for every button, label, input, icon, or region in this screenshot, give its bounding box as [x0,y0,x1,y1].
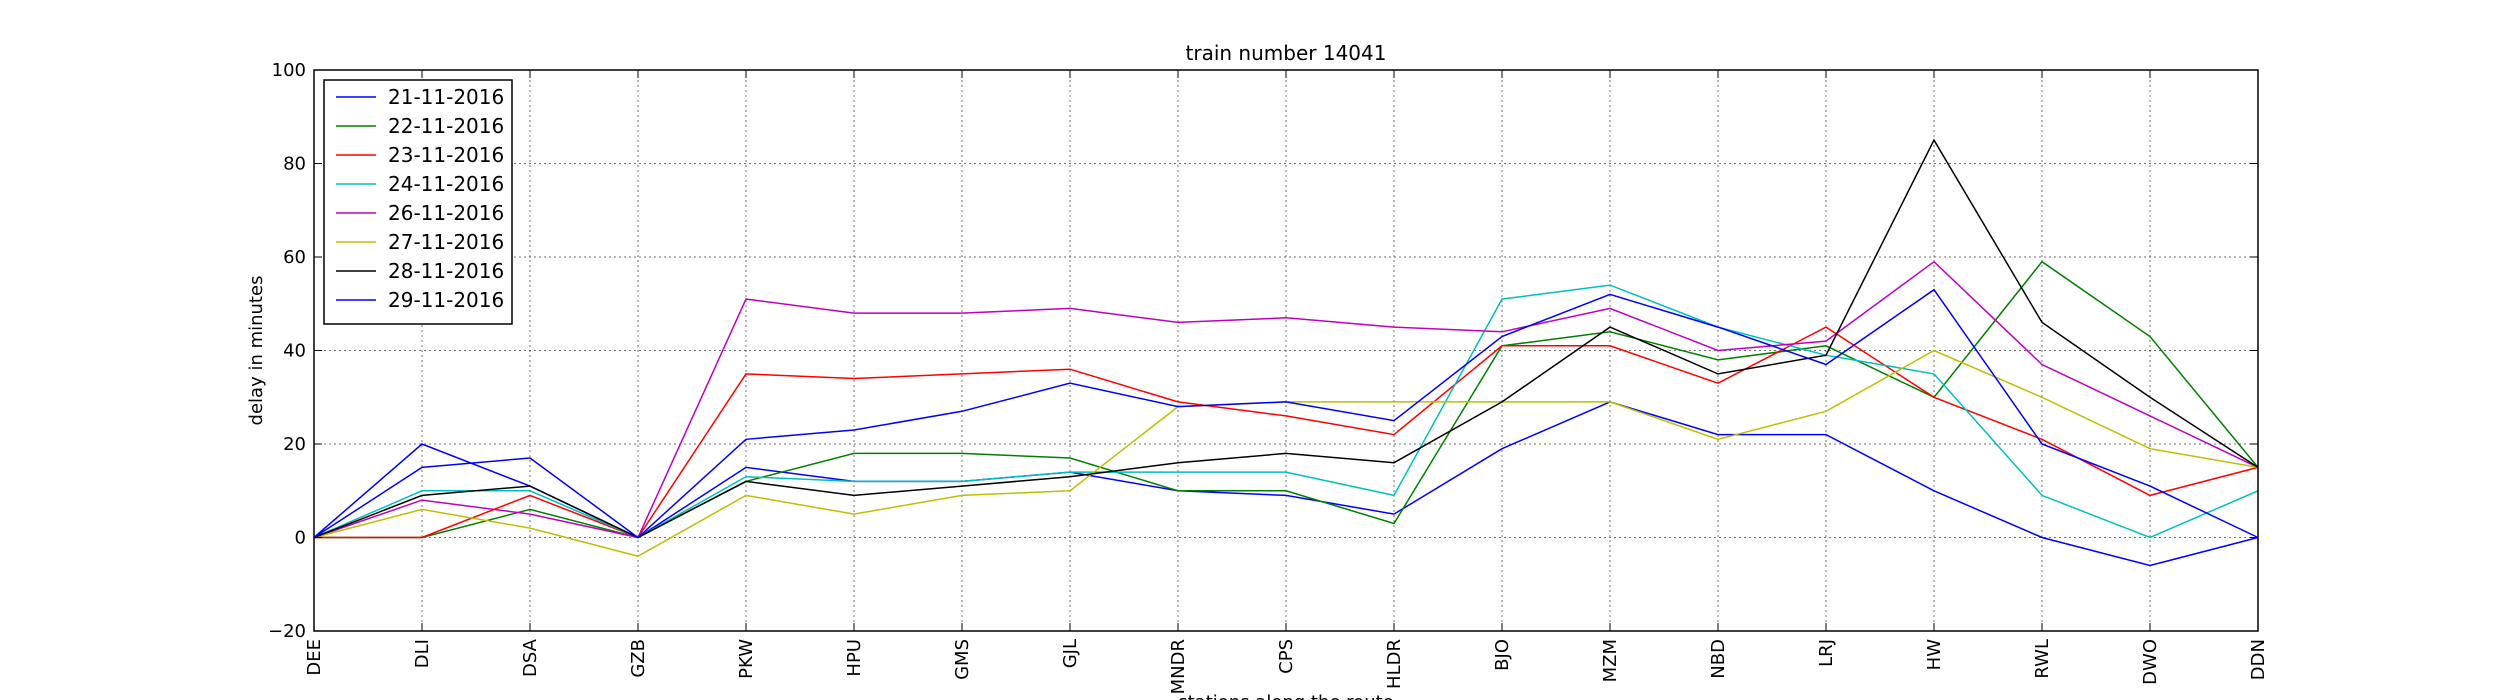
x-tick-label: HW [1924,639,1945,671]
x-tick-label: LRJ [1816,639,1837,667]
x-tick-label: DWO [2140,639,2161,685]
grid [314,70,2258,631]
series-line-28-11-2016 [313,138,2259,539]
y-tick-label: 80 [283,154,306,175]
x-tick-label: MNDR [1168,639,1189,694]
y-tick-label: 100 [272,60,306,81]
x-tick-label: PKW [736,639,757,679]
x-tick-label: DDN [2248,639,2269,680]
legend-label: 26-11-2016 [388,201,504,225]
x-tick-label: CPS [1276,639,1297,674]
x-tick-label: RWL [2032,639,2053,679]
x-tick-label: GZB [628,639,649,678]
legend-box [323,79,513,325]
legend: 21-11-2016 22-11-2016 23-11-2016 24-11-2016… [323,79,513,325]
x-tick-label: DLI [412,639,433,668]
x-axis-label: stations along the route [1178,692,1393,700]
legend-label: 23-11-2016 [388,143,504,167]
legend-label: 28-11-2016 [388,259,504,283]
chart-title: train number 14041 [1186,41,1387,65]
x-tick-label: GMS [952,639,973,680]
x-tick-label: DSA [520,638,541,677]
y-tick-label: 40 [283,341,306,362]
y-tick-label: 20 [283,434,306,455]
legend-label: 22-11-2016 [388,114,504,138]
x-tick-label: BJO [1492,639,1513,671]
legend-label: 24-11-2016 [388,172,504,196]
y-axis-label: delay in minutes [246,276,267,426]
x-tick-label: MZM [1600,639,1621,682]
y-tick-label: 0 [295,528,306,549]
y-tick-label: −20 [268,621,306,642]
x-tick-label: DEE [304,639,325,676]
legend-label: 29-11-2016 [388,288,504,312]
series-line-29-11-2016 [313,288,2259,539]
series-lines [313,138,2259,567]
x-tick-label: GJL [1060,639,1081,668]
legend-label: 27-11-2016 [388,230,504,254]
x-tick-label: HLDR [1384,639,1405,689]
x-tick-label: HPU [844,639,865,677]
x-tick-label: NBD [1708,639,1729,679]
y-tick-label: 60 [283,247,306,268]
axis-ticks: −20 0 20 40 60 80 100 DEE DLI DSA GZB PKW HPU GMS GJL M… [268,60,2269,694]
legend-label: 21-11-2016 [388,85,504,109]
